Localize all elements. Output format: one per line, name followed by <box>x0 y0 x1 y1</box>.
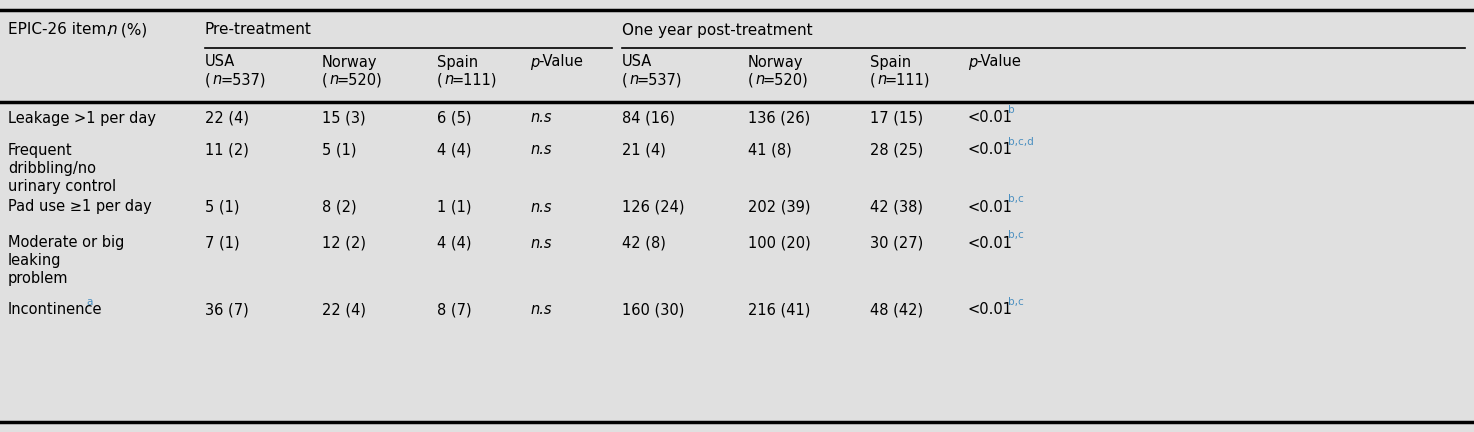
Text: n: n <box>877 73 886 88</box>
Text: Frequent: Frequent <box>7 143 72 158</box>
Text: (: ( <box>205 73 211 88</box>
Text: Norway: Norway <box>747 54 803 70</box>
Text: Pre-treatment: Pre-treatment <box>205 22 312 38</box>
Text: 4 (4): 4 (4) <box>436 143 472 158</box>
Text: Norway: Norway <box>321 54 377 70</box>
Text: One year post-treatment: One year post-treatment <box>622 22 812 38</box>
Text: n: n <box>108 22 116 38</box>
Text: 42 (8): 42 (8) <box>622 235 666 251</box>
Text: 42 (38): 42 (38) <box>870 200 923 215</box>
Text: Moderate or big: Moderate or big <box>7 235 124 251</box>
Text: 126 (24): 126 (24) <box>622 200 684 215</box>
Text: p: p <box>531 54 539 70</box>
Text: (: ( <box>622 73 628 88</box>
Text: b,c: b,c <box>1008 297 1024 307</box>
Text: dribbling/no: dribbling/no <box>7 161 96 175</box>
Text: =537): =537) <box>220 73 265 88</box>
Text: -Value: -Value <box>976 54 1021 70</box>
Text: <0.01: <0.01 <box>968 235 1013 251</box>
Text: 48 (42): 48 (42) <box>870 302 923 318</box>
Text: 30 (27): 30 (27) <box>870 235 923 251</box>
Text: 21 (4): 21 (4) <box>622 143 666 158</box>
Text: Leakage >1 per day: Leakage >1 per day <box>7 111 156 126</box>
Text: 160 (30): 160 (30) <box>622 302 684 318</box>
Text: a: a <box>85 297 93 307</box>
Text: n: n <box>629 73 638 88</box>
Text: Pad use ≥1 per day: Pad use ≥1 per day <box>7 200 152 215</box>
Text: n.s: n.s <box>531 111 551 126</box>
Text: b: b <box>1008 105 1014 115</box>
Text: 15 (3): 15 (3) <box>321 111 366 126</box>
Text: 22 (4): 22 (4) <box>321 302 366 318</box>
Text: Spain: Spain <box>870 54 911 70</box>
Text: 136 (26): 136 (26) <box>747 111 811 126</box>
Text: p: p <box>968 54 977 70</box>
Text: 36 (7): 36 (7) <box>205 302 249 318</box>
Text: USA: USA <box>205 54 236 70</box>
Text: n: n <box>755 73 764 88</box>
Text: (: ( <box>747 73 753 88</box>
Text: 4 (4): 4 (4) <box>436 235 472 251</box>
Text: n: n <box>212 73 221 88</box>
Text: n: n <box>329 73 338 88</box>
Text: EPIC-26 item,: EPIC-26 item, <box>7 22 116 38</box>
Text: (: ( <box>321 73 327 88</box>
Text: 7 (1): 7 (1) <box>205 235 240 251</box>
Text: <0.01: <0.01 <box>968 143 1013 158</box>
Text: n.s: n.s <box>531 302 551 318</box>
Text: problem: problem <box>7 271 68 286</box>
Text: <0.01: <0.01 <box>968 111 1013 126</box>
Text: 28 (25): 28 (25) <box>870 143 923 158</box>
Text: (%): (%) <box>116 22 147 38</box>
Text: USA: USA <box>622 54 653 70</box>
Text: leaking: leaking <box>7 254 62 269</box>
Text: 8 (7): 8 (7) <box>436 302 472 318</box>
Text: =537): =537) <box>637 73 682 88</box>
Text: =111): =111) <box>453 73 498 88</box>
Text: -Value: -Value <box>538 54 582 70</box>
Text: urinary control: urinary control <box>7 178 116 194</box>
Text: n.s: n.s <box>531 235 551 251</box>
Text: 41 (8): 41 (8) <box>747 143 792 158</box>
Text: 5 (1): 5 (1) <box>205 200 239 215</box>
Text: =520): =520) <box>338 73 383 88</box>
Text: b,c: b,c <box>1008 230 1024 240</box>
Text: 22 (4): 22 (4) <box>205 111 249 126</box>
Text: 12 (2): 12 (2) <box>321 235 366 251</box>
Text: n.s: n.s <box>531 143 551 158</box>
Text: b,c: b,c <box>1008 194 1024 204</box>
Text: (: ( <box>870 73 876 88</box>
Text: 17 (15): 17 (15) <box>870 111 923 126</box>
Text: Incontinence: Incontinence <box>7 302 103 318</box>
Text: <0.01: <0.01 <box>968 200 1013 215</box>
Text: 100 (20): 100 (20) <box>747 235 811 251</box>
Text: 216 (41): 216 (41) <box>747 302 811 318</box>
Text: 6 (5): 6 (5) <box>436 111 472 126</box>
Text: =520): =520) <box>764 73 809 88</box>
Text: 1 (1): 1 (1) <box>436 200 472 215</box>
Text: n: n <box>444 73 453 88</box>
Text: 5 (1): 5 (1) <box>321 143 357 158</box>
Text: 8 (2): 8 (2) <box>321 200 357 215</box>
Text: Spain: Spain <box>436 54 478 70</box>
Text: <0.01: <0.01 <box>968 302 1013 318</box>
Text: 84 (16): 84 (16) <box>622 111 675 126</box>
Text: (: ( <box>436 73 442 88</box>
Text: n.s: n.s <box>531 200 551 215</box>
Text: =111): =111) <box>884 73 930 88</box>
Text: 202 (39): 202 (39) <box>747 200 811 215</box>
Text: 11 (2): 11 (2) <box>205 143 249 158</box>
Text: b,c,d: b,c,d <box>1008 137 1033 147</box>
